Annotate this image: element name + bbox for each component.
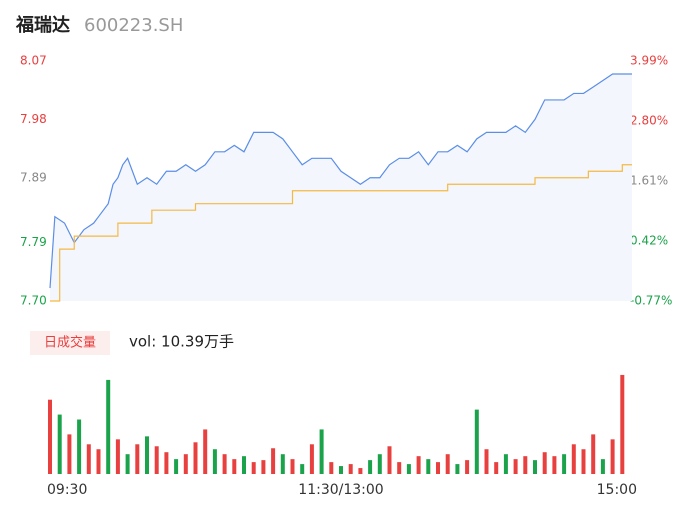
volume-bar	[542, 452, 547, 474]
volume-bar	[600, 459, 605, 474]
volume-bar	[562, 454, 567, 474]
volume-bar	[309, 444, 314, 474]
y-tick-label: 7.79	[20, 235, 47, 249]
volume-bar	[261, 460, 266, 474]
volume-bar	[271, 448, 276, 474]
volume-bar	[523, 456, 528, 474]
volume-bar	[232, 459, 237, 474]
volume-bar	[319, 429, 324, 474]
price-area	[50, 73, 632, 301]
volume-bar	[242, 456, 246, 474]
volume-bar	[106, 379, 111, 474]
y-tick-label: 7.70	[20, 294, 47, 308]
volume-bar	[125, 454, 130, 474]
volume-tab[interactable]: 日成交量	[44, 335, 96, 351]
volume-bar	[183, 454, 188, 474]
x-tick-label: 11:30/13:00	[298, 482, 383, 498]
y2-tick-label: 1.61%	[630, 174, 668, 188]
volume-bar	[513, 459, 518, 474]
volume-bar	[455, 464, 460, 474]
price-line	[49, 73, 632, 289]
volume-bar	[581, 449, 586, 474]
volume-bar	[494, 462, 499, 474]
y2-tick-label: 2.80%	[630, 114, 668, 128]
volume-bar	[290, 459, 295, 474]
volume-bar	[251, 462, 256, 474]
volume-bar	[48, 399, 52, 474]
stock-name: 福瑞达	[15, 14, 70, 36]
x-tick-label: 09:30	[47, 482, 87, 498]
volume-bar	[339, 466, 343, 474]
volume-bar	[426, 459, 431, 474]
volume-bar	[533, 460, 537, 474]
volume-bar	[406, 464, 411, 474]
volume-bar	[377, 454, 382, 474]
volume-bar	[503, 454, 508, 474]
stock-code: 600223.SH	[84, 15, 183, 36]
volume-bar	[77, 419, 82, 474]
volume-bar	[348, 464, 353, 474]
average-line	[50, 164, 632, 302]
volume-bar	[164, 452, 169, 474]
y-tick-label: 7.89	[20, 170, 47, 184]
y2-tick-label: -0.77%	[630, 294, 672, 308]
y-tick-label: 8.07	[20, 54, 47, 68]
volume-bar	[212, 449, 217, 474]
volume-bar	[145, 436, 149, 474]
y2-tick-label: 3.99%	[630, 54, 668, 68]
volume-bar	[86, 444, 91, 474]
volume-label: vol: 10.39万手	[129, 333, 234, 351]
volume-bar	[620, 374, 625, 474]
volume-bar	[416, 456, 421, 474]
volume-bar	[222, 454, 227, 474]
volume-bar	[387, 446, 392, 474]
volume-bar	[203, 429, 208, 474]
volume-bar	[96, 449, 101, 474]
volume-bar	[610, 439, 615, 474]
volume-bar	[115, 439, 120, 474]
volume-bar	[280, 454, 285, 474]
volume-bar	[193, 442, 198, 474]
volume-bar	[397, 462, 402, 474]
volume-bar	[154, 446, 159, 474]
volume-bar	[135, 444, 140, 474]
volume-bar	[329, 462, 334, 474]
volume-bar	[465, 460, 470, 474]
volume-bar	[474, 409, 479, 474]
x-tick-label: 15:00	[597, 482, 637, 498]
volume-bar	[57, 414, 62, 474]
volume-bar	[368, 460, 373, 474]
volume-bar	[174, 459, 179, 474]
volume-bar	[67, 434, 72, 474]
y-tick-label: 7.98	[20, 112, 47, 126]
volume-bar	[436, 462, 440, 474]
volume-bar	[591, 434, 596, 474]
volume-bar	[571, 444, 576, 474]
volume-bar	[484, 449, 489, 474]
volume-bar	[358, 468, 363, 474]
volume-bar	[300, 464, 305, 474]
volume-bar	[445, 454, 450, 474]
y2-tick-label: 0.42%	[630, 234, 668, 248]
volume-bar	[552, 456, 557, 474]
volume-tab-bg[interactable]	[30, 331, 110, 355]
